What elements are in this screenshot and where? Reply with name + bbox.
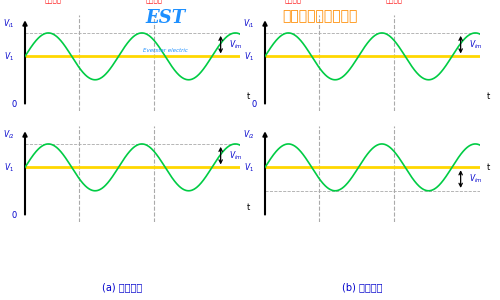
- Text: t: t: [246, 203, 250, 212]
- Text: $V_{im}$: $V_{im}$: [230, 149, 243, 162]
- Text: 交流信号: 交流信号: [386, 0, 402, 4]
- Text: $V_1$: $V_1$: [4, 161, 14, 174]
- Text: 0: 0: [251, 100, 256, 109]
- Text: t: t: [486, 163, 490, 172]
- Text: $V_1$: $V_1$: [244, 50, 254, 63]
- Text: $V_{im}$: $V_{im}$: [469, 38, 483, 51]
- Text: $V_{im}$: $V_{im}$: [469, 173, 483, 185]
- Text: $V_1$: $V_1$: [4, 50, 14, 63]
- Text: $V_{i2}$: $V_{i2}$: [242, 128, 254, 141]
- Text: $V_{i1}$: $V_{i1}$: [242, 17, 254, 30]
- Text: 交流信号: 交流信号: [146, 0, 162, 4]
- Text: (a) 共模信号: (a) 共模信号: [102, 283, 142, 292]
- Text: (b) 差模信号: (b) 差模信号: [342, 283, 382, 292]
- Text: 0: 0: [11, 211, 16, 220]
- Text: 共模信号和差模信号: 共模信号和差模信号: [282, 9, 358, 23]
- Text: 0: 0: [11, 100, 16, 109]
- Text: $V_1$: $V_1$: [244, 161, 254, 174]
- Text: EST: EST: [145, 9, 185, 27]
- Text: t: t: [246, 92, 250, 101]
- Text: t: t: [486, 92, 490, 101]
- Text: $V_{i2}$: $V_{i2}$: [2, 128, 14, 141]
- Text: Everstar electric: Everstar electric: [142, 48, 188, 53]
- Text: $V_{i1}$: $V_{i1}$: [2, 17, 14, 30]
- Text: $V_{im}$: $V_{im}$: [230, 38, 243, 51]
- Text: 直流信号: 直流信号: [44, 0, 62, 4]
- Text: 直流信号: 直流信号: [284, 0, 302, 4]
